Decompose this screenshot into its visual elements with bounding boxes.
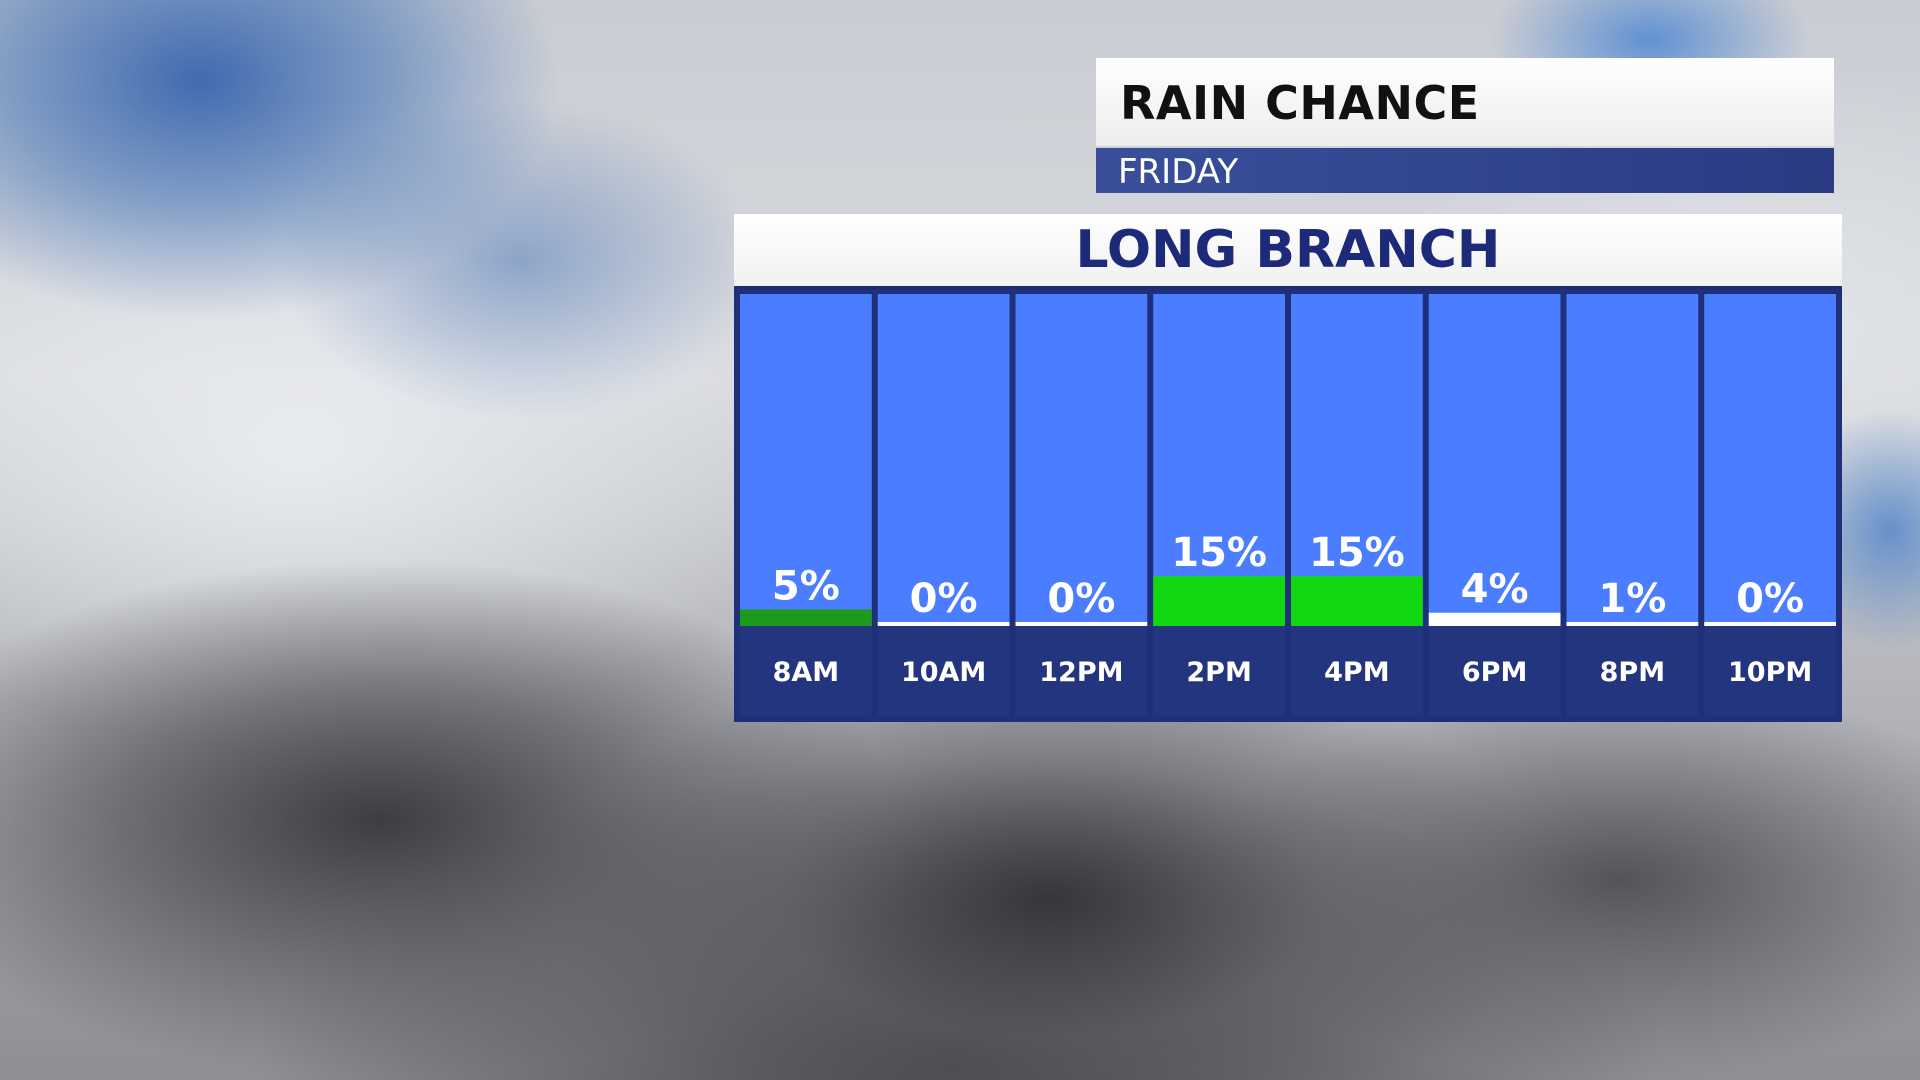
time-label: 10AM [901, 657, 986, 688]
time-label: 6PM [1462, 657, 1527, 688]
data-label: 15% [1171, 530, 1267, 576]
time-label: 8AM [773, 657, 840, 688]
rain-chance-bar [1015, 622, 1148, 626]
time-label: 10PM [1728, 657, 1812, 688]
location-name: LONG BRANCH [1075, 220, 1501, 280]
time-label: 8PM [1600, 657, 1665, 688]
time-label: 2PM [1186, 657, 1251, 688]
time-label-band [740, 626, 872, 716]
column-background [1428, 294, 1561, 626]
time-label-band [1015, 626, 1148, 716]
data-label: 0% [1047, 576, 1115, 622]
rain-chance-bar [1566, 622, 1699, 626]
data-label: 1% [1598, 576, 1666, 622]
rain-chance-chart: 5% 8AM 0% 10AM 0% 12PM 15% 2PM 15% 4PM 4% 6PM 1% 8PM 0… [734, 289, 1842, 722]
column-background [1704, 294, 1836, 626]
data-label: 0% [1736, 576, 1804, 622]
rain-chance-bar [1704, 622, 1836, 626]
time-label-band [1153, 626, 1285, 716]
time-label-band [1704, 626, 1836, 716]
data-label: 0% [910, 576, 978, 622]
location-bar: LONG BRANCH [734, 214, 1842, 289]
rain-chance-bar [1291, 576, 1423, 626]
forecast-panel: LONG BRANCH 5% 8AM 0% 10AM 0% 12PM 15% 2PM 15% 4P… [734, 214, 1842, 722]
rain-chance-bar [740, 609, 872, 626]
rain-chance-bar [1428, 612, 1561, 626]
day-label: FRIDAY [1118, 152, 1239, 192]
data-label: 5% [772, 563, 840, 609]
column-background [877, 294, 1010, 626]
time-label-band [1291, 626, 1423, 716]
column-background [740, 294, 872, 626]
data-label: 4% [1461, 567, 1529, 613]
rain-chance-bar [1153, 576, 1285, 626]
time-label: 4PM [1324, 657, 1389, 688]
column-background [1291, 294, 1423, 626]
data-label: 15% [1309, 530, 1405, 576]
time-label: 12PM [1039, 657, 1123, 688]
column-background [1566, 294, 1699, 626]
rain-chance-bar [877, 622, 1010, 626]
time-label-band [1428, 626, 1561, 716]
time-label-band [877, 626, 1010, 716]
subtitle-bar: FRIDAY [1096, 148, 1834, 193]
time-label-band [1566, 626, 1699, 716]
rain-chance-bars: 5% 8AM 0% 10AM 0% 12PM 15% 2PM 15% 4PM 4% 6PM 1% 8PM 0… [740, 294, 1836, 716]
chart-title: RAIN CHANCE [1120, 76, 1480, 130]
column-background [1015, 294, 1148, 626]
column-background [1153, 294, 1285, 626]
title-bar: RAIN CHANCE [1096, 58, 1834, 146]
